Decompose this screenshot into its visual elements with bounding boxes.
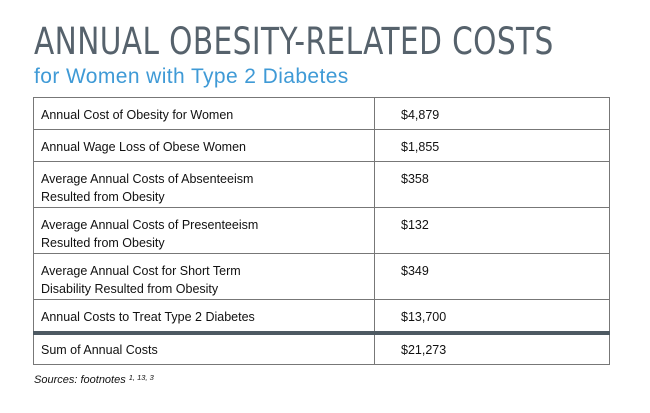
row-label: Average Annual Costs of Presenteeism Res…	[33, 207, 375, 254]
row-label-line: Resulted from Obesity	[41, 236, 165, 250]
row-label-text: Annual Costs to Treat Type 2 Diabetes	[41, 310, 255, 324]
row-label: Annual Costs to Treat Type 2 Diabetes	[33, 299, 375, 333]
costs-table: Annual Cost of Obesity for Women $4,879 …	[33, 97, 610, 365]
table-row: Average Annual Costs of Presenteeism Res…	[33, 207, 610, 254]
row-value: $1,855	[374, 129, 610, 162]
row-label: Annual Wage Loss of Obese Women	[33, 129, 375, 162]
table-row: Annual Costs to Treat Type 2 Diabetes $1…	[33, 299, 610, 333]
table-row: Average Annual Costs of Absenteeism Resu…	[33, 161, 610, 208]
row-label: Average Annual Costs of Absenteeism Resu…	[33, 161, 375, 208]
row-label: Annual Cost of Obesity for Women	[33, 97, 375, 130]
row-label-line: Average Annual Cost for Short Term	[41, 264, 241, 278]
page-subtitle: for Women with Type 2 Diabetes	[34, 65, 349, 88]
sources-text: Sources: footnotes	[34, 374, 126, 386]
row-label-text: Annual Wage Loss of Obese Women	[41, 140, 246, 154]
row-value: $358	[374, 161, 610, 208]
total-row: Sum of Annual Costs $21,273	[33, 331, 610, 365]
row-label-line: Average Annual Costs of Presenteeism	[41, 218, 259, 232]
row-label-text: Annual Cost of Obesity for Women	[41, 108, 234, 122]
row-value: $4,879	[374, 97, 610, 130]
page-title: ANNUAL OBESITY-RELATED COSTS	[34, 20, 554, 63]
row-value: $13,700	[374, 299, 610, 333]
row-label-line: Resulted from Obesity	[41, 190, 165, 204]
footnote-refs: 1, 13, 3	[128, 373, 154, 382]
table-row: Annual Cost of Obesity for Women $4,879	[33, 97, 610, 130]
total-value: $21,273	[374, 331, 610, 365]
table-row: Average Annual Cost for Short Term Disab…	[33, 253, 610, 300]
row-value: $132	[374, 207, 610, 254]
row-label: Average Annual Cost for Short Term Disab…	[33, 253, 375, 300]
row-value: $349	[374, 253, 610, 300]
row-label-line: Disability Resulted from Obesity	[41, 282, 219, 296]
sources-note: Sources: footnotes 1, 13, 3	[34, 373, 154, 387]
table-row: Annual Wage Loss of Obese Women $1,855	[33, 129, 610, 162]
row-label-line: Average Annual Costs of Absenteeism	[41, 172, 254, 186]
total-label: Sum of Annual Costs	[33, 331, 375, 365]
